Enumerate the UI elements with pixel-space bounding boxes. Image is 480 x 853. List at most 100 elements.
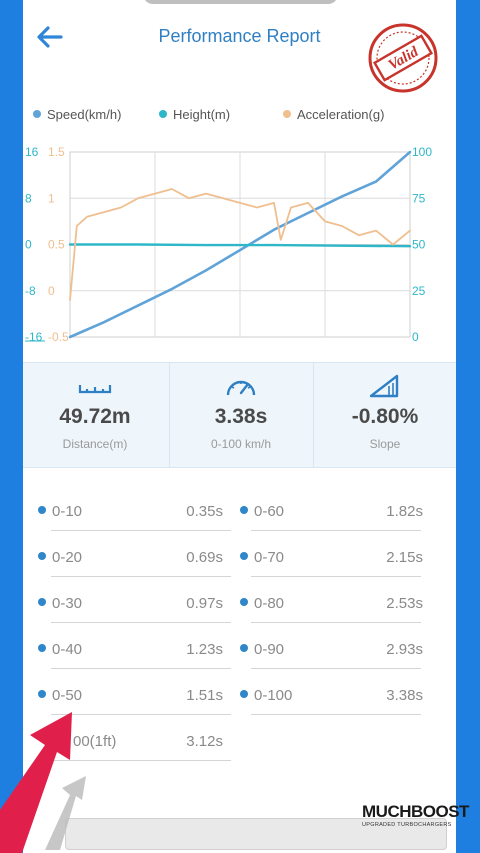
series-line-acceleration (69, 188, 411, 301)
bullet-dot (240, 598, 248, 606)
brand-name: MUCHBOOST (362, 802, 469, 821)
height-tick-label: 16 (25, 145, 39, 159)
legend-label: Speed(km/h) (47, 107, 121, 122)
split-time: 0.35s (186, 503, 223, 520)
split-name: 0-20 (52, 549, 83, 566)
split-name: 00(1ft) (73, 733, 117, 750)
divider (169, 363, 170, 467)
split-row: 0-10 0.35s (23, 485, 233, 531)
split-row: 0-100 3.38s (225, 669, 425, 715)
bullet-dot (38, 644, 46, 652)
split-row: 00(1ft) 3.12s (23, 715, 233, 761)
back-button[interactable] (33, 20, 67, 54)
red-arrow-icon (0, 712, 86, 853)
report-sheet: Performance Report Valid Speed(km/h) Heig… (23, 0, 456, 853)
chart-grid (69, 151, 411, 338)
speed-tick-label: 100 (412, 145, 432, 159)
header: Performance Report Valid (23, 0, 456, 93)
split-row: 0-90 2.93s (225, 623, 425, 669)
chart-axes: 16 8 0 -8 -16 1.5 1 0.5 0 -0.5 100 75 50 25 0 (25, 145, 432, 344)
speed-tick-label: 0 (412, 330, 419, 344)
height-tick-label: -8 (25, 284, 36, 298)
height-tick-label: 0 (25, 238, 32, 252)
split-name: 0-80 (254, 595, 285, 612)
valid-stamp-icon: Valid (368, 23, 438, 93)
bullet-dot (38, 690, 46, 698)
split-name: 0-90 (254, 641, 285, 658)
acceleration-tick-label: 1.5 (48, 145, 65, 159)
bullet-dot (240, 506, 248, 514)
split-name: 0-50 (52, 687, 83, 704)
legend-label: Height(m) (173, 107, 230, 122)
stat-distance: 49.72m Distance(m) (23, 363, 167, 467)
chart-lines (68, 150, 412, 339)
split-time: 1.23s (186, 641, 223, 658)
chart-legend: Speed(km/h) Height(m) Acceleration(g) (33, 107, 384, 122)
stats-panel: 49.72m Distance(m) 3.38s 0-100 km/h -0.8… (23, 362, 456, 468)
split-name: 0-100 (254, 687, 293, 704)
series-line-speed (68, 150, 412, 339)
split-name: 0-70 (254, 549, 285, 566)
divider (51, 576, 231, 577)
divider (251, 622, 421, 623)
divider (251, 530, 421, 531)
split-row: 0-40 1.23s (23, 623, 233, 669)
speed-tick-label: 50 (412, 238, 426, 252)
split-name: 0-30 (52, 595, 83, 612)
speedometer-icon (226, 380, 256, 396)
bullet-dot (38, 506, 46, 514)
divider (51, 622, 231, 623)
legend-dot (283, 110, 291, 118)
split-time: 3.12s (186, 733, 223, 750)
split-time: 2.93s (386, 641, 423, 658)
speed-tick-label: 25 (412, 284, 426, 298)
brand-tagline: UPGRADED TURBOCHARGERS (362, 822, 452, 828)
split-name: 0-60 (254, 503, 285, 520)
split-row: 0-70 2.15s (225, 531, 425, 577)
split-time: 3.38s (386, 687, 423, 704)
divider (251, 714, 421, 715)
slope-icon (369, 374, 399, 398)
split-time: 0.97s (186, 595, 223, 612)
divider (251, 668, 421, 669)
bullet-dot (38, 552, 46, 560)
divider (51, 760, 231, 761)
acceleration-tick-label: 0 (48, 284, 55, 298)
bottom-sheet-handle (65, 818, 447, 850)
bullet-dot (38, 598, 46, 606)
split-time: 2.53s (386, 595, 423, 612)
stat-value: -0.80% (351, 405, 419, 428)
divider (51, 714, 231, 715)
bullet-dot (240, 644, 248, 652)
stat-acceleration-time: 3.38s 0-100 km/h (169, 363, 313, 467)
split-row: 0-50 1.51s (23, 669, 233, 715)
height-tick-label: 8 (25, 191, 32, 205)
legend-dot (159, 110, 167, 118)
split-time: 0.69s (186, 549, 223, 566)
series-line-height (68, 243, 412, 248)
brand-watermark: MUCHBOOST UPGRADED TURBOCHARGERS (362, 802, 469, 832)
acceleration-tick-label: -0.5 (48, 330, 69, 344)
divider (51, 668, 231, 669)
speed-tick-label: 75 (412, 191, 426, 205)
divider (251, 576, 421, 577)
stat-value: 3.38s (214, 405, 268, 428)
stat-value: 49.72m (59, 405, 131, 428)
split-row: 0-60 1.82s (225, 485, 425, 531)
split-time: 1.82s (386, 503, 423, 520)
bullet-dot (240, 690, 248, 698)
stat-label: 0-100 km/h (210, 437, 272, 451)
legend-dot (33, 110, 41, 118)
split-times-list: 0-10 0.35s 0-20 0.69s 0-30 0.97s 0-40 1.… (23, 480, 456, 780)
acceleration-tick-label: 0.5 (48, 238, 65, 252)
top-notch (143, 0, 338, 4)
ruler-icon (78, 385, 112, 394)
back-arrow-icon (37, 26, 63, 48)
performance-chart: Speed(km/h) Height(m) Acceleration(g) 16 8 0… (25, 107, 432, 344)
split-time: 2.15s (386, 549, 423, 566)
height-tick-label: -16 (25, 330, 43, 344)
split-row: 0-80 2.53s (225, 577, 425, 623)
acceleration-tick-label: 1 (48, 191, 55, 205)
page-title: Performance Report (158, 26, 321, 46)
legend-label: Acceleration(g) (297, 107, 384, 122)
